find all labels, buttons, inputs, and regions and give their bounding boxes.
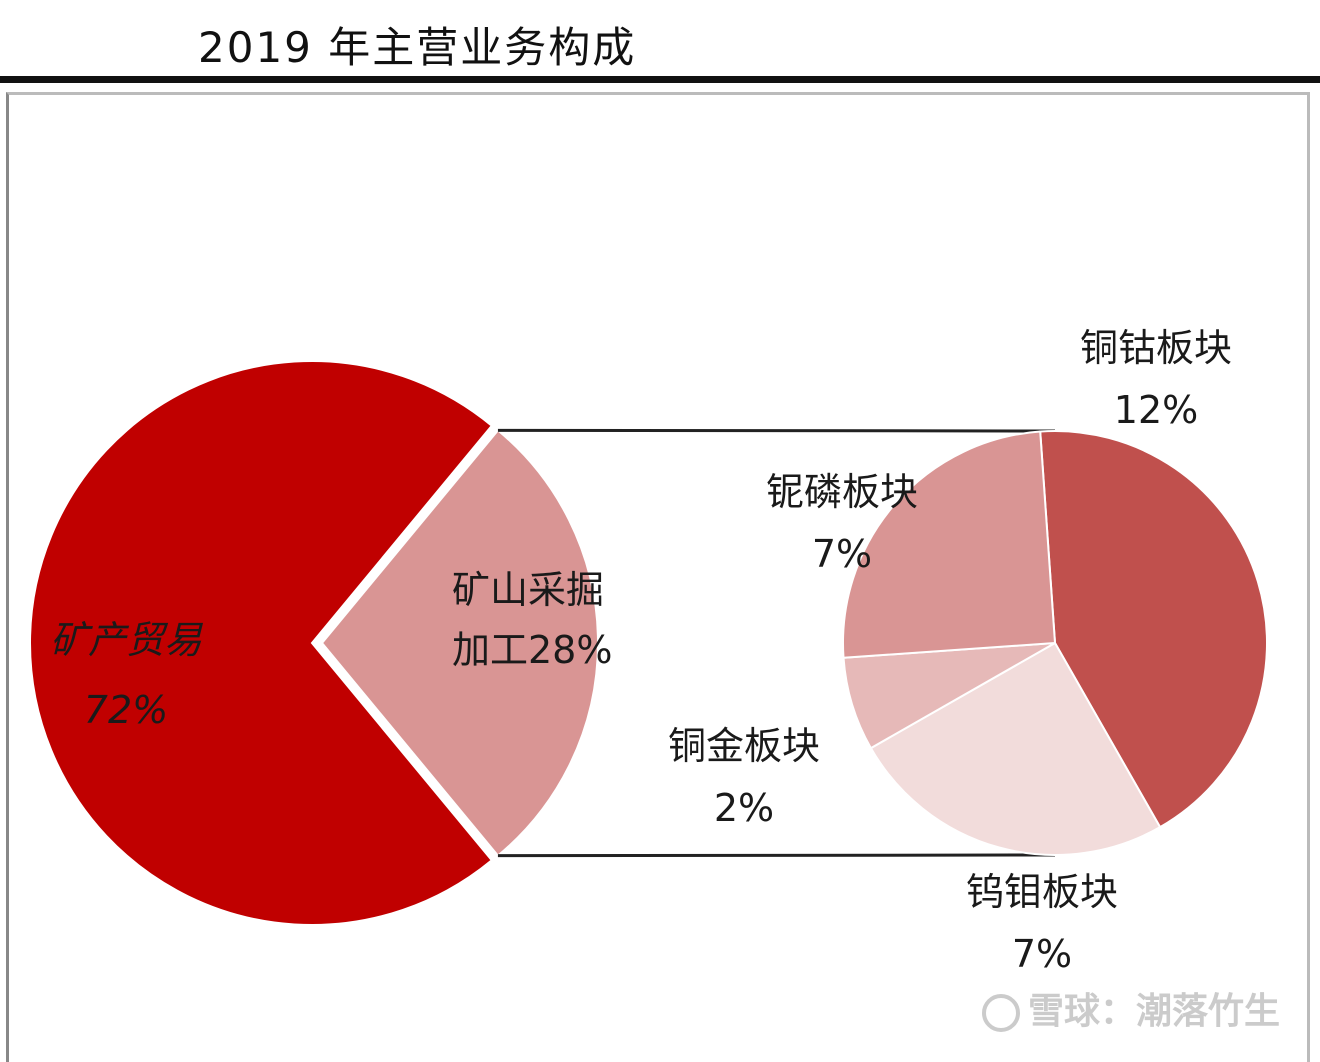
label-mineral-trade: 矿产贸易 72% [50, 618, 202, 733]
label-tungsten-molybdenum: 钨钼板块 7% [966, 870, 1118, 977]
slice-niobium-phosphate [842, 430, 1057, 659]
label-mineral-trade-name: 矿产贸易 [50, 618, 203, 662]
slice-mineral-trade [29, 360, 494, 926]
label-niobium-phosphate-pct: 7% [811, 531, 873, 576]
label-copper-cobalt-pct: 12% [1113, 387, 1199, 432]
chart-frame [6, 92, 1310, 1062]
label-copper-cobalt-name: 铜钴板块 [1080, 326, 1233, 370]
label-tungsten-molybdenum-name: 钨钼板块 [966, 870, 1119, 914]
label-niobium-phosphate: 铌磷板块 7% [766, 470, 918, 577]
label-tungsten-molybdenum-pct: 7% [1011, 931, 1073, 976]
label-copper-gold: 铜金板块 2% [668, 724, 820, 831]
slice-mining-processing [320, 428, 600, 858]
watermark: 雪球：潮落竹生 [981, 982, 1280, 1034]
connector-line-top [497, 428, 1056, 433]
label-mining-processing: 矿山采掘 加工28% [452, 568, 612, 673]
label-copper-gold-pct: 2% [713, 785, 775, 830]
label-copper-gold-name: 铜金板块 [668, 724, 821, 768]
label-mineral-trade-pct: 72% [83, 687, 169, 732]
chart-title: 2019 年主营业务构成 [198, 23, 637, 72]
slice-tungsten-molybdenum [869, 641, 1162, 856]
label-copper-cobalt: 铜钴板块 12% [1080, 326, 1232, 433]
label-mining-processing-pct: 加工28% [452, 627, 613, 672]
watermark-text: 雪球：潮落竹生 [1027, 991, 1280, 1032]
connector-line-bottom [497, 853, 1056, 858]
label-mining-processing-name: 矿山采掘 [452, 568, 605, 612]
slice-copper-cobalt [1039, 430, 1268, 829]
title-divider [0, 76, 1320, 83]
label-niobium-phosphate-name: 铌磷板块 [766, 470, 919, 514]
snowball-logo-icon [981, 994, 1020, 1032]
